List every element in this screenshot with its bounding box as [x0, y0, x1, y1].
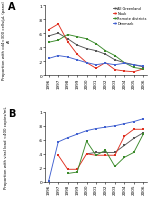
All Greenland: [76, 45, 78, 47]
Denmark: [95, 64, 97, 67]
Nuuk: [76, 54, 78, 56]
Nuuk: [76, 168, 78, 171]
Remote districts: [133, 67, 135, 69]
Text: Proportion with cd4<300 cells/μL (panel A): Proportion with cd4<300 cells/μL (panel …: [2, 2, 10, 80]
Line: Denmark: Denmark: [48, 118, 144, 182]
Denmark: [67, 56, 69, 59]
Remote districts: [67, 172, 69, 175]
Nuuk: [114, 154, 116, 157]
Remote districts: [105, 149, 106, 152]
Remote districts: [67, 34, 69, 37]
All Greenland: [105, 54, 106, 56]
Line: All Greenland: All Greenland: [48, 33, 144, 68]
Remote districts: [114, 55, 116, 57]
Nuuk: [142, 128, 144, 131]
Nuuk: [48, 29, 50, 32]
Remote districts: [95, 43, 97, 46]
Denmark: [57, 141, 59, 143]
Remote districts: [142, 68, 144, 71]
Line: All Greenland: All Greenland: [85, 132, 144, 155]
Remote districts: [48, 42, 50, 44]
All Greenland: [123, 62, 125, 64]
Nuuk: [114, 69, 116, 71]
Nuuk: [133, 128, 135, 131]
All Greenland: [114, 59, 116, 62]
All Greenland: [133, 137, 135, 140]
Remote districts: [76, 36, 78, 39]
Line: Nuuk: Nuuk: [48, 24, 144, 73]
Remote districts: [86, 38, 87, 41]
Nuuk: [123, 135, 125, 138]
All Greenland: [123, 144, 125, 147]
Line: Nuuk: Nuuk: [57, 129, 144, 170]
Nuuk: [133, 71, 135, 74]
Denmark: [76, 59, 78, 62]
Remote districts: [105, 50, 106, 53]
Nuuk: [67, 41, 69, 44]
All Greenland: [105, 151, 106, 154]
Denmark: [114, 64, 116, 67]
Legend: All Greenland, Nuuk, Remote districts, Denmark: All Greenland, Nuuk, Remote districts, D…: [112, 6, 148, 27]
Denmark: [48, 58, 50, 60]
Nuuk: [105, 62, 106, 64]
Denmark: [114, 125, 116, 127]
Text: Proportion with viral load <400 copies/mL: Proportion with viral load <400 copies/m…: [4, 106, 8, 188]
Denmark: [67, 137, 69, 139]
All Greenland: [48, 36, 50, 38]
Text: B: B: [8, 108, 16, 118]
Denmark: [76, 133, 78, 136]
Nuuk: [86, 62, 87, 64]
Nuuk: [142, 68, 144, 71]
Denmark: [48, 179, 50, 182]
Denmark: [123, 63, 125, 65]
Nuuk: [95, 68, 97, 70]
Remote districts: [133, 151, 135, 154]
Remote districts: [114, 165, 116, 168]
Remote districts: [76, 171, 78, 173]
Denmark: [133, 121, 135, 123]
Denmark: [95, 128, 97, 130]
Text: A: A: [8, 2, 16, 12]
Denmark: [142, 118, 144, 120]
All Greenland: [114, 151, 116, 154]
Remote districts: [95, 154, 97, 157]
All Greenland: [67, 38, 69, 41]
All Greenland: [86, 153, 87, 155]
All Greenland: [142, 66, 144, 69]
Remote districts: [86, 140, 87, 143]
Denmark: [86, 130, 87, 132]
Denmark: [142, 66, 144, 68]
All Greenland: [142, 132, 144, 134]
Denmark: [105, 126, 106, 129]
Denmark: [105, 63, 106, 65]
Line: Denmark: Denmark: [48, 55, 144, 68]
Remote districts: [57, 40, 59, 42]
All Greenland: [86, 48, 87, 51]
All Greenland: [57, 33, 59, 35]
Nuuk: [123, 70, 125, 73]
Nuuk: [86, 153, 87, 155]
Remote districts: [142, 133, 144, 136]
Nuuk: [57, 24, 59, 26]
Nuuk: [105, 154, 106, 157]
Remote districts: [123, 62, 125, 64]
Line: Remote districts: Remote districts: [48, 34, 144, 71]
Line: Remote districts: Remote districts: [67, 133, 144, 175]
Nuuk: [95, 154, 97, 157]
All Greenland: [95, 151, 97, 154]
Denmark: [123, 123, 125, 125]
All Greenland: [133, 64, 135, 67]
Denmark: [133, 64, 135, 67]
All Greenland: [95, 50, 97, 53]
Denmark: [86, 62, 87, 64]
Nuuk: [57, 154, 59, 157]
Nuuk: [67, 168, 69, 171]
Remote districts: [123, 156, 125, 159]
Denmark: [57, 55, 59, 57]
